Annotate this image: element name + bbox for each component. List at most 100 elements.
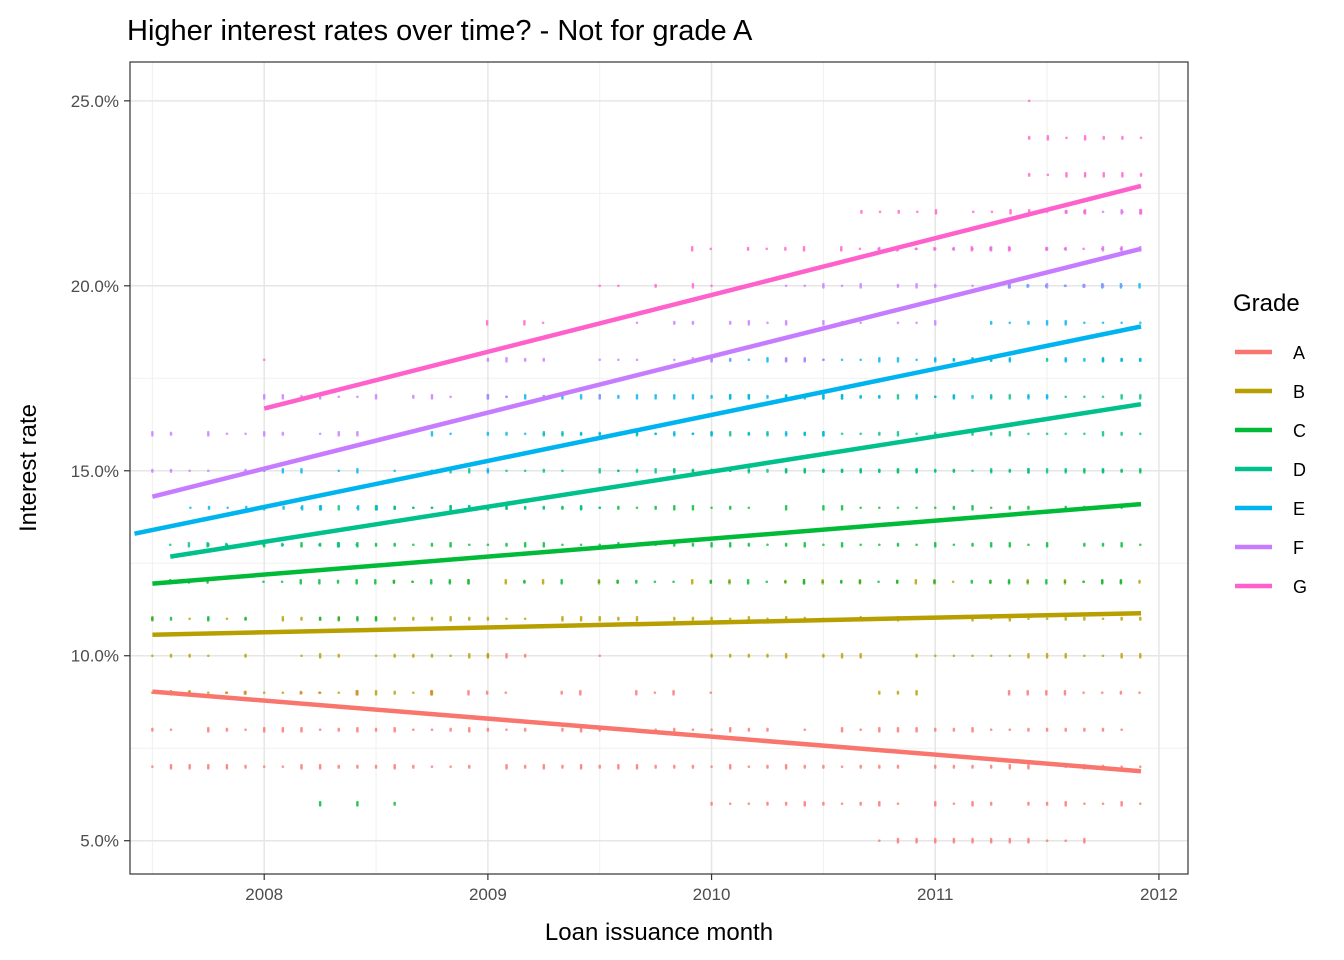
data-point bbox=[1027, 471, 1030, 474]
data-point bbox=[1064, 395, 1068, 399]
data-point bbox=[1083, 618, 1086, 621]
data-point bbox=[1101, 395, 1105, 399]
legend-label-f: F bbox=[1293, 538, 1304, 558]
data-point bbox=[617, 767, 620, 770]
data-point bbox=[449, 765, 452, 769]
data-point bbox=[1083, 729, 1086, 732]
data-point bbox=[933, 654, 937, 658]
plot-panel bbox=[129, 61, 1189, 875]
data-point bbox=[747, 432, 751, 436]
data-point bbox=[1026, 580, 1029, 584]
data-point bbox=[449, 432, 452, 436]
data-point bbox=[672, 693, 675, 696]
data-point bbox=[1119, 247, 1123, 251]
data-point bbox=[356, 730, 359, 733]
data-point bbox=[989, 506, 993, 510]
data-point bbox=[989, 841, 993, 844]
data-point bbox=[896, 692, 900, 695]
data-point bbox=[710, 433, 713, 436]
data-point bbox=[952, 397, 956, 400]
data-point bbox=[933, 729, 937, 732]
data-point bbox=[1120, 728, 1123, 732]
data-point bbox=[337, 434, 341, 437]
data-point bbox=[1045, 582, 1048, 585]
data-point bbox=[449, 654, 452, 658]
data-point bbox=[1064, 804, 1068, 807]
data-point bbox=[839, 581, 843, 584]
data-point bbox=[300, 508, 304, 511]
data-point bbox=[970, 249, 974, 252]
data-point bbox=[691, 286, 695, 289]
data-point bbox=[989, 581, 992, 584]
data-point bbox=[467, 582, 470, 585]
data-point bbox=[523, 766, 527, 769]
data-point bbox=[374, 729, 378, 732]
data-point bbox=[281, 730, 285, 733]
data-point bbox=[374, 582, 377, 585]
data-point bbox=[654, 397, 657, 400]
data-point bbox=[1101, 321, 1105, 325]
data-point bbox=[896, 397, 900, 400]
data-point bbox=[766, 803, 769, 806]
data-point bbox=[1008, 545, 1012, 548]
data-point bbox=[374, 544, 378, 547]
legend-label-d: D bbox=[1293, 460, 1306, 480]
data-point bbox=[1027, 432, 1030, 436]
data-point bbox=[803, 284, 807, 288]
data-point bbox=[784, 580, 787, 584]
data-point bbox=[709, 247, 713, 251]
data-point bbox=[672, 544, 676, 547]
data-point bbox=[1138, 581, 1141, 584]
data-point bbox=[541, 582, 545, 585]
data-point bbox=[1064, 656, 1068, 659]
data-point bbox=[710, 618, 713, 621]
data-point bbox=[747, 397, 751, 400]
data-point bbox=[1120, 656, 1123, 659]
data-point bbox=[878, 360, 881, 363]
data-point bbox=[187, 545, 191, 548]
data-point bbox=[598, 619, 602, 622]
data-point bbox=[896, 544, 900, 547]
data-point bbox=[412, 543, 415, 547]
data-point bbox=[728, 802, 732, 806]
data-point bbox=[523, 359, 527, 362]
data-point bbox=[226, 506, 229, 510]
data-point bbox=[262, 765, 266, 769]
data-point bbox=[859, 506, 862, 510]
data-point bbox=[970, 581, 974, 584]
data-point bbox=[598, 471, 602, 474]
data-point bbox=[393, 469, 396, 473]
trend-line-d bbox=[169, 401, 1142, 559]
data-point bbox=[672, 580, 675, 584]
data-point bbox=[560, 582, 563, 585]
data-point bbox=[822, 323, 825, 326]
data-point bbox=[393, 803, 396, 806]
data-point bbox=[747, 765, 751, 769]
data-point bbox=[822, 803, 825, 806]
data-point bbox=[822, 286, 825, 289]
data-point bbox=[430, 693, 434, 696]
data-point bbox=[188, 655, 191, 658]
data-point bbox=[449, 545, 452, 548]
data-point bbox=[505, 360, 508, 363]
data-point bbox=[803, 545, 807, 548]
data-point bbox=[989, 395, 993, 399]
data-point bbox=[244, 728, 247, 732]
data-point bbox=[952, 729, 956, 732]
data-point bbox=[541, 321, 545, 325]
data-point bbox=[691, 397, 695, 400]
data-point bbox=[933, 804, 937, 807]
data-point bbox=[1138, 469, 1142, 473]
data-point bbox=[206, 619, 210, 622]
data-point bbox=[766, 321, 769, 325]
legend-label-b: B bbox=[1293, 382, 1305, 402]
data-point bbox=[840, 470, 844, 473]
data-point bbox=[337, 655, 341, 658]
data-point bbox=[1120, 804, 1123, 807]
data-point bbox=[840, 730, 844, 733]
data-point bbox=[561, 729, 564, 732]
trend-line-c bbox=[152, 501, 1142, 586]
data-point bbox=[337, 618, 341, 621]
data-point bbox=[896, 841, 900, 844]
data-point bbox=[859, 396, 862, 399]
